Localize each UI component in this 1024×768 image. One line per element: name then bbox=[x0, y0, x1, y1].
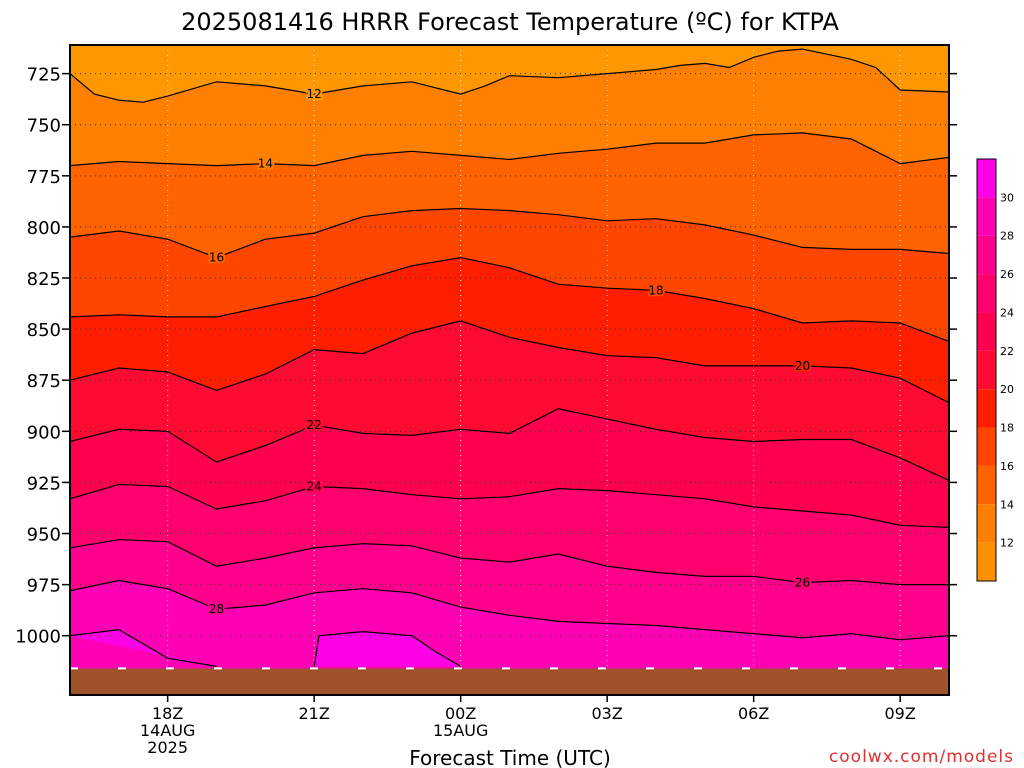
y-tick-label: 900 bbox=[27, 422, 61, 443]
y-tick-label: 1000 bbox=[15, 627, 61, 648]
contour-label: 22 bbox=[307, 418, 322, 432]
colorbar-tick-label: 14 bbox=[1000, 498, 1014, 511]
y-tick-label: 950 bbox=[27, 525, 61, 546]
contour-label: 20 bbox=[795, 359, 810, 373]
y-tick-label: 750 bbox=[27, 116, 61, 137]
colorbar-swatch bbox=[977, 350, 996, 390]
ground-layer bbox=[70, 667, 949, 695]
y-tick-label: 825 bbox=[27, 269, 61, 290]
contour-line bbox=[70, 628, 217, 667]
y-tick-label: 975 bbox=[27, 576, 61, 597]
y-tick-label: 875 bbox=[27, 371, 61, 392]
contour-label: 28 bbox=[209, 602, 224, 616]
y-tick-label: 775 bbox=[27, 167, 61, 188]
colorbar-tick-label: 30 bbox=[1000, 191, 1014, 204]
contour-labels: 12 14 16 18 20 22 24 26 28 bbox=[207, 85, 812, 618]
fill-band bbox=[70, 580, 949, 695]
colorbar-swatch bbox=[977, 312, 996, 351]
colorbar-swatch bbox=[977, 159, 996, 198]
contour-label: 14 bbox=[258, 157, 273, 171]
colorbar-swatch bbox=[977, 427, 996, 466]
contour-line bbox=[70, 579, 949, 641]
y-tick-label: 850 bbox=[27, 320, 61, 341]
credit-text: coolwx.com/models bbox=[829, 747, 1014, 767]
x-tick-label: 03Z bbox=[592, 704, 623, 723]
x-axis-label: Forecast Time (UTC) bbox=[409, 746, 611, 768]
x-tick-label: 15AUG bbox=[433, 721, 488, 740]
colorbar-tick-label: 22 bbox=[1000, 345, 1014, 358]
colorbar-tick-label: 18 bbox=[1000, 422, 1014, 435]
grid-lines bbox=[70, 45, 949, 695]
x-tick-label: 14AUG bbox=[140, 721, 195, 740]
colorbar-swatch bbox=[977, 542, 996, 581]
fill-band bbox=[314, 631, 461, 667]
colorbar-tick-label: 16 bbox=[1000, 460, 1014, 473]
contour-line bbox=[70, 256, 949, 342]
colorbar-swatch bbox=[977, 197, 996, 236]
x-tick-label: 18Z bbox=[152, 704, 183, 723]
contour-line bbox=[70, 483, 949, 528]
x-tick-label: 09Z bbox=[885, 704, 916, 723]
colorbar-tick-label: 24 bbox=[1000, 306, 1014, 319]
ground-fill bbox=[70, 668, 949, 695]
temperature-fill-layer bbox=[70, 45, 949, 695]
contour-label: 26 bbox=[795, 576, 810, 590]
colorbar-frame bbox=[976, 158, 997, 582]
contour-label: 18 bbox=[648, 283, 663, 297]
fill-band bbox=[70, 629, 217, 667]
contour-line bbox=[70, 207, 949, 259]
colorbar-tick-label: 12 bbox=[1000, 537, 1014, 550]
colorbar-tick-label: 28 bbox=[1000, 230, 1014, 243]
colorbar-swatch bbox=[977, 274, 996, 313]
contour-label: 16 bbox=[209, 251, 224, 265]
colorbar-swatch bbox=[977, 504, 996, 543]
y-tick-label: 725 bbox=[27, 65, 61, 86]
x-tick-label: 06Z bbox=[738, 704, 769, 723]
x-tick-label: 21Z bbox=[299, 704, 330, 723]
contour-line bbox=[70, 539, 949, 586]
y-tick-label: 925 bbox=[27, 473, 61, 494]
contour-label: 24 bbox=[307, 480, 322, 494]
plot-frame bbox=[69, 44, 950, 696]
colorbar-swatch bbox=[977, 465, 996, 505]
contour-label: 12 bbox=[307, 87, 322, 101]
y-axis: 725 750 775 800 825 850 875 900 925 950 975 1000 bbox=[15, 65, 957, 648]
colorbar-swatch bbox=[977, 389, 996, 428]
chart-title: 2025081416 HRRR Forecast Temperature (ºC… bbox=[181, 8, 839, 36]
contour-line bbox=[70, 48, 949, 103]
contour-line bbox=[70, 320, 949, 404]
colorbar-tick-label: 26 bbox=[1000, 268, 1014, 281]
colorbar-tick-label: 20 bbox=[1000, 383, 1014, 396]
contour-lines bbox=[70, 48, 949, 667]
contour-line bbox=[70, 132, 949, 167]
x-tick-label: 00Z bbox=[445, 704, 476, 723]
colorbar-swatch bbox=[977, 235, 996, 275]
contour-line bbox=[313, 630, 462, 667]
y-tick-label: 800 bbox=[27, 218, 61, 239]
colorbar: 12 14 16 18 20 22 24 26 28 30 bbox=[976, 158, 1014, 582]
contour-line bbox=[70, 408, 949, 481]
x-tick-label: 2025 bbox=[147, 738, 188, 757]
